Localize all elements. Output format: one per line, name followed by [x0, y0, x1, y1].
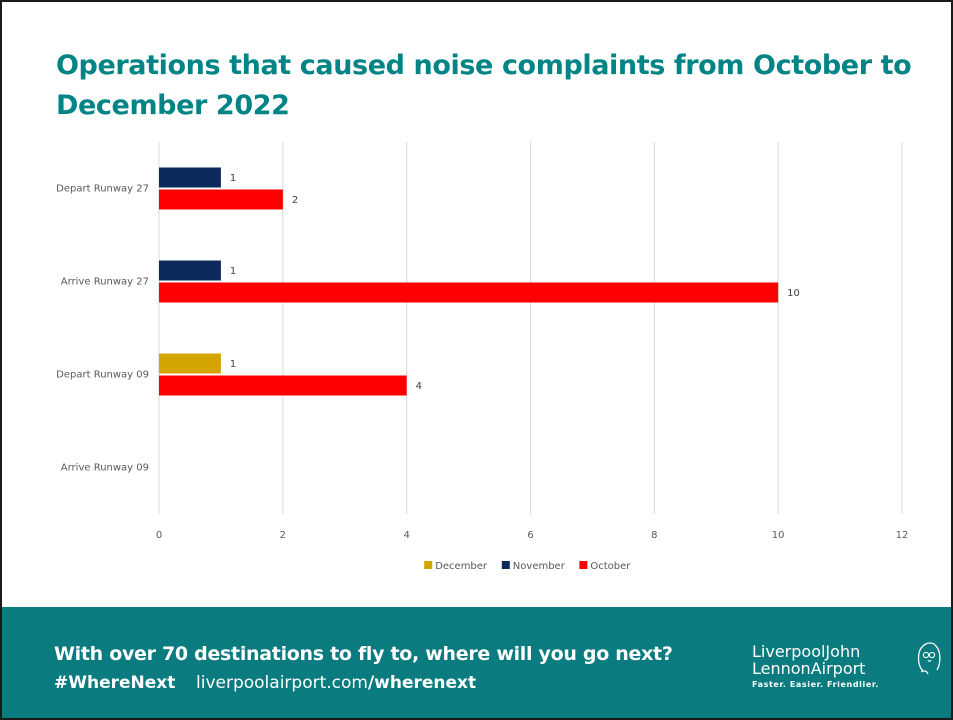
logo-line-1: LiverpoolJohn — [752, 642, 861, 661]
legend-swatch — [579, 561, 588, 569]
footer-url[interactable]: liverpoolairport.com/wherenext — [196, 673, 476, 693]
data-label: 4 — [416, 381, 422, 392]
legend-swatch — [424, 561, 433, 569]
bar — [159, 353, 221, 374]
chart-title: Operations that caused noise complaints … — [56, 50, 912, 121]
data-label: 2 — [292, 195, 298, 206]
logo-motto: Faster. Easier. Friendlier. — [752, 680, 879, 689]
bar — [159, 167, 221, 188]
x-tick-label: 8 — [651, 530, 657, 541]
bar — [159, 282, 779, 303]
bar — [159, 189, 283, 210]
legend-swatch — [501, 561, 510, 569]
x-tick-label: 12 — [896, 530, 909, 541]
bar — [159, 375, 407, 396]
x-tick-label: 10 — [772, 530, 785, 541]
lennon-portrait-icon — [917, 642, 941, 675]
footer-tagline: With over 70 destinations to fly to, whe… — [54, 643, 673, 665]
category-label: Arrive Runway 09 — [61, 463, 149, 474]
logo-line-2: LennonAirport — [752, 659, 866, 678]
x-tick-label: 4 — [403, 530, 409, 541]
x-tick-label: 6 — [527, 530, 533, 541]
category-label: Depart Runway 09 — [56, 370, 149, 381]
legend-label: December — [435, 561, 488, 572]
data-label: 1 — [230, 173, 236, 184]
legend-label: November — [513, 561, 566, 572]
category-label: Arrive Runway 27 — [61, 277, 149, 288]
footer-hashtag: #WhereNext — [54, 673, 176, 693]
data-label: 1 — [230, 359, 236, 370]
footer-url-domain: liverpoolairport.com — [196, 673, 368, 693]
x-tick-label: 0 — [156, 530, 162, 541]
bar — [159, 260, 221, 281]
data-label: 1 — [230, 266, 236, 277]
data-label: 10 — [787, 288, 800, 299]
category-label: Depart Runway 27 — [56, 184, 149, 195]
footer-url-path: /wherenext — [367, 673, 477, 693]
airport-logo: LiverpoolJohn LennonAirport Faster. Easi… — [752, 642, 942, 689]
legend-label: October — [590, 561, 631, 572]
footer-banner: With over 70 destinations to fly to, whe… — [2, 607, 951, 718]
x-tick-label: 2 — [280, 530, 286, 541]
